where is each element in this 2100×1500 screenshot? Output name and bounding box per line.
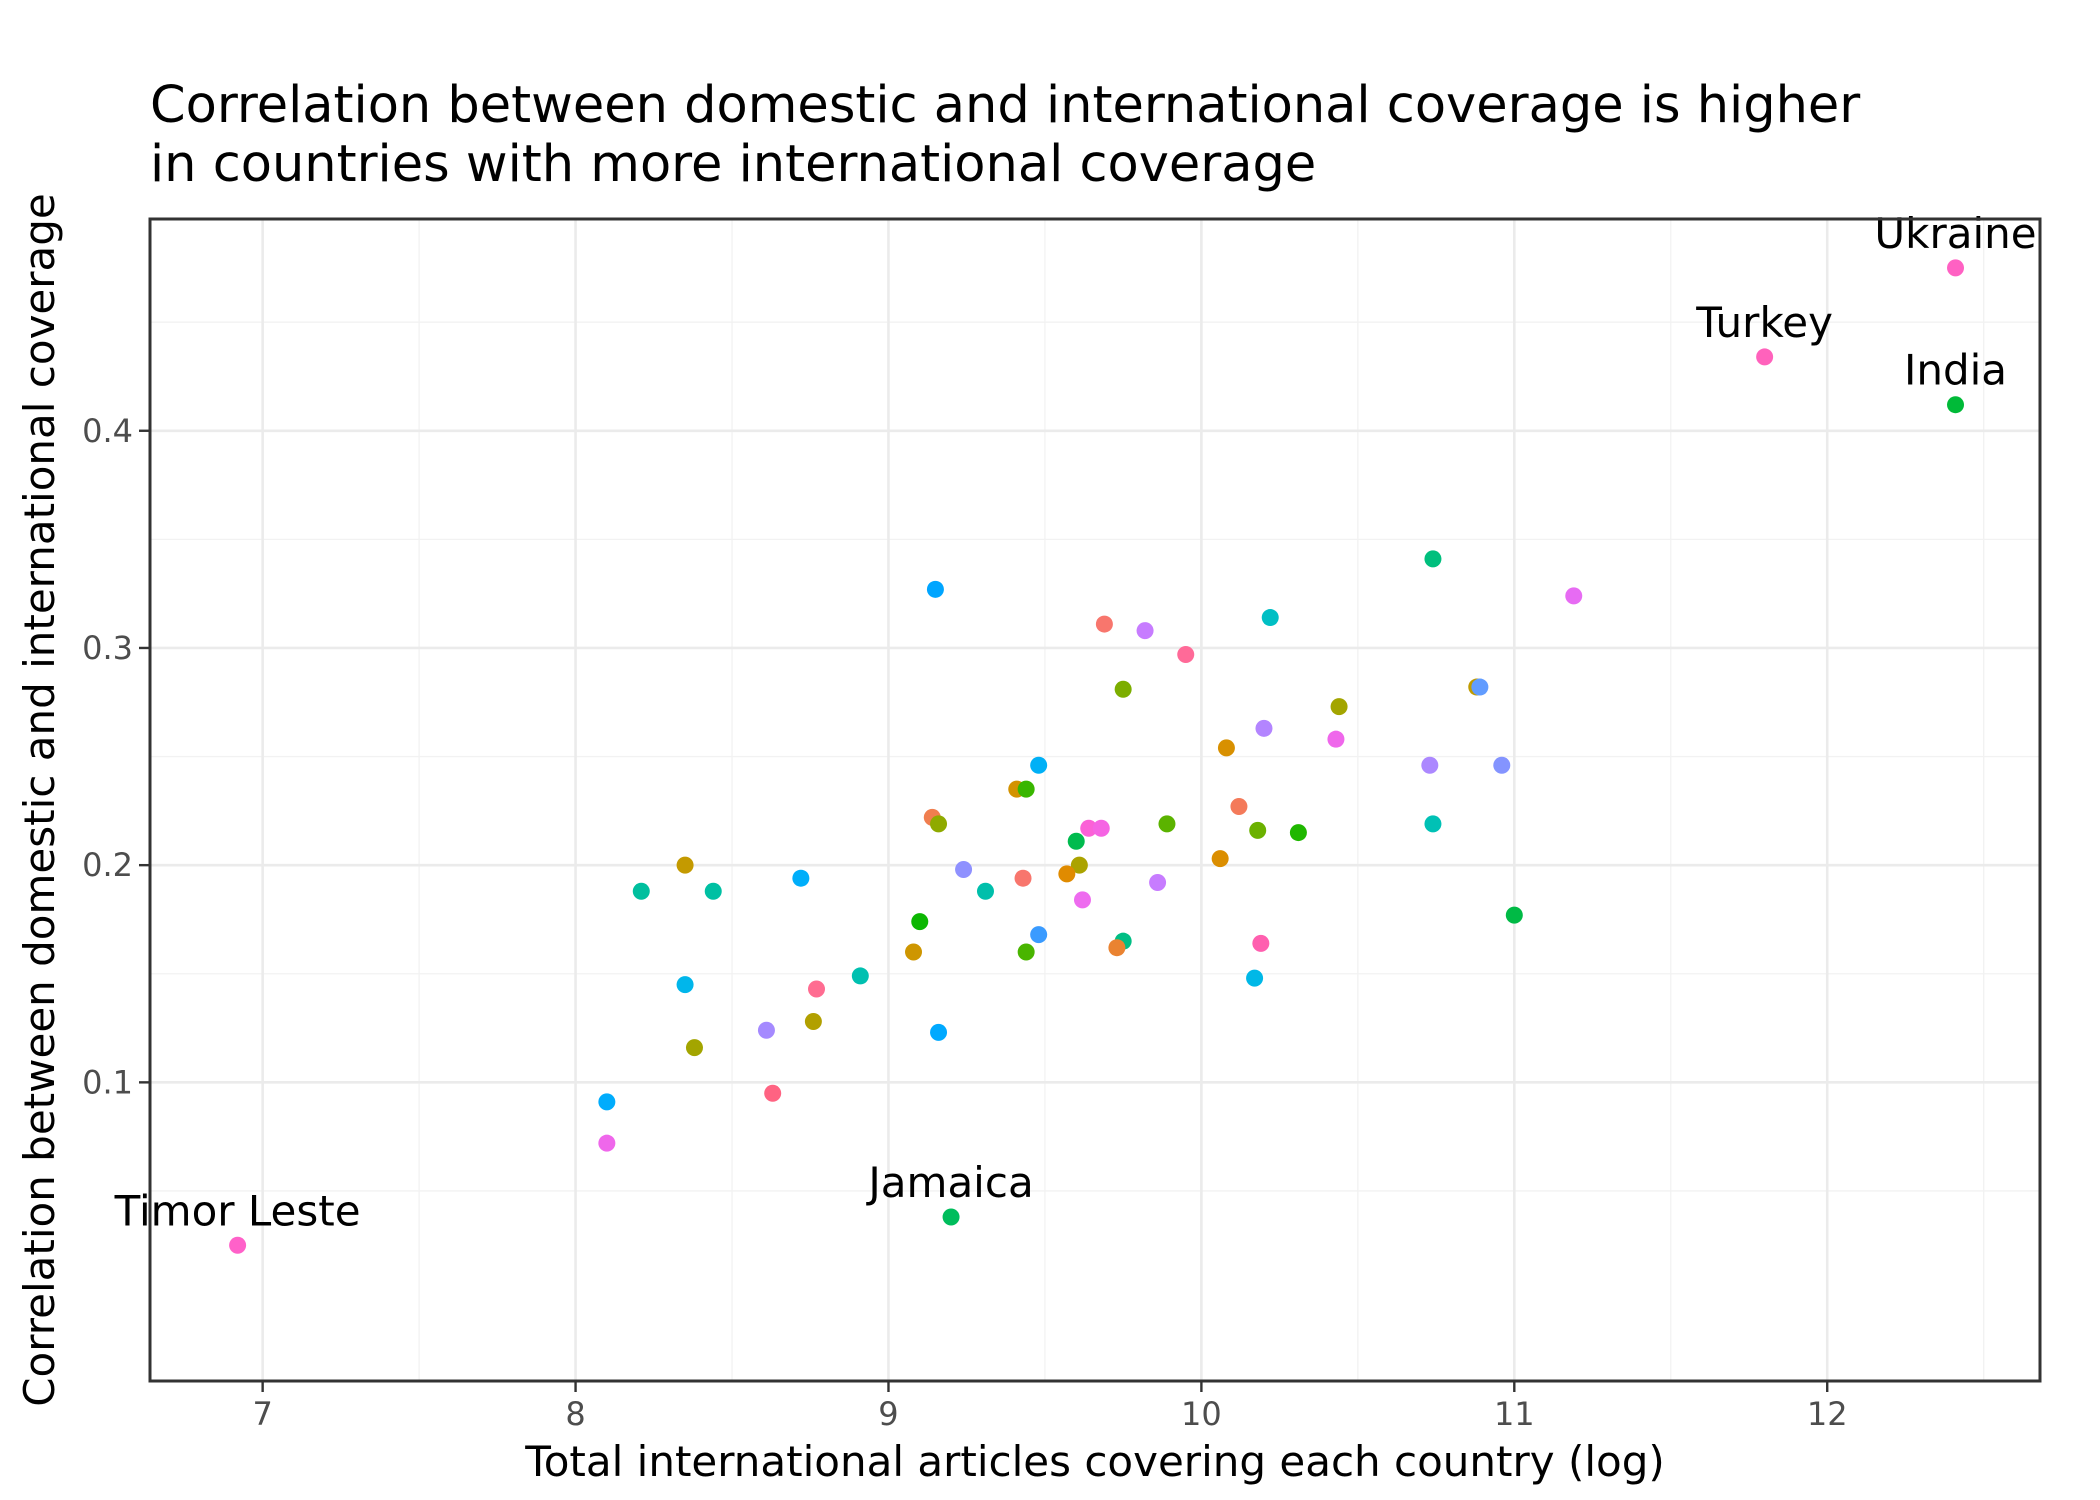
scatter-point — [804, 1013, 822, 1031]
scatter-point — [1249, 821, 1267, 839]
scatter-point — [598, 1093, 616, 1111]
scatter-point — [1108, 939, 1126, 957]
scatter-point — [1493, 756, 1511, 774]
scatter-point — [1017, 780, 1035, 798]
scatter-point-labeled — [1756, 348, 1774, 366]
y-axis-title: Correlation between domestic and interna… — [15, 193, 64, 1407]
scatter-point-labeled — [229, 1236, 247, 1254]
scatter-point — [1080, 819, 1098, 837]
point-labels: Ukraine Turkey India Jamaica Timor Leste — [114, 209, 2037, 1235]
plot-panel-border — [148, 217, 2042, 1383]
scatter-point — [757, 1021, 775, 1039]
scatter-point — [1424, 815, 1442, 833]
scatter-point-labeled — [942, 1208, 960, 1226]
scatter-point — [1114, 680, 1132, 698]
scatter-point — [1327, 730, 1345, 748]
x-tick-label: 8 — [565, 1395, 585, 1433]
scatter-point — [1565, 587, 1583, 605]
scatter-point — [1158, 815, 1176, 833]
point-label: India — [1904, 346, 2007, 395]
scatter-point — [1330, 698, 1348, 716]
scatter-point — [1030, 926, 1048, 944]
scatter-point — [926, 580, 944, 598]
point-label: Ukraine — [1874, 209, 2036, 258]
scatter-point — [930, 815, 948, 833]
y-tick-label: 0.1 — [82, 1063, 133, 1101]
scatter-point — [1092, 819, 1110, 837]
scatter-point — [1289, 824, 1307, 842]
scatter-point — [851, 967, 869, 985]
scatter-point — [1014, 869, 1032, 887]
scatter-point — [955, 861, 973, 879]
scatter-point — [1095, 615, 1113, 633]
scatter-point — [1070, 856, 1088, 874]
scatter-point — [1017, 943, 1035, 961]
data-points — [229, 259, 1965, 1254]
scatter-point — [905, 943, 923, 961]
scatter-point-labeled — [1947, 396, 1965, 414]
major-gridlines — [150, 219, 2040, 1381]
scatter-point — [1424, 550, 1442, 568]
y-tick-label: 0.2 — [82, 846, 133, 884]
x-axis-title: Total international articles covering ea… — [524, 1437, 1665, 1486]
scatter-point — [1067, 832, 1085, 850]
scatter-point — [1217, 739, 1235, 757]
scatter-point — [1149, 874, 1167, 892]
x-tick-label: 11 — [1494, 1395, 1535, 1433]
x-tick-label: 12 — [1807, 1395, 1848, 1433]
scatter-point — [930, 1023, 948, 1041]
chart-title-line-1: Correlation between domestic and interna… — [150, 76, 1860, 135]
y-axis-ticks: 0.1 0.2 0.3 0.4 — [82, 412, 150, 1101]
scatter-point — [1252, 934, 1270, 952]
scatter-point — [1255, 719, 1273, 737]
scatter-point — [808, 980, 826, 998]
scatter-point — [1073, 891, 1091, 909]
scatter-point — [1471, 678, 1489, 696]
minor-gridlines — [150, 219, 2040, 1381]
scatter-point — [1246, 969, 1264, 987]
scatter-point — [792, 869, 810, 887]
scatter-point — [685, 1039, 703, 1057]
scatter-point — [632, 882, 650, 900]
x-tick-label: 9 — [878, 1395, 898, 1433]
chart-title-line-2: in countries with more international cov… — [150, 135, 1316, 194]
scatter-point — [1505, 906, 1523, 924]
y-tick-label: 0.4 — [82, 412, 133, 450]
scatter-point — [704, 882, 722, 900]
scatter-point — [1230, 798, 1248, 816]
point-label: Jamaica — [865, 1158, 1033, 1207]
scatter-point — [1030, 756, 1048, 774]
scatter-point — [1421, 756, 1439, 774]
scatter-point — [1211, 850, 1229, 868]
chart-title: Correlation between domestic and interna… — [150, 76, 1860, 194]
scatter-point — [911, 913, 929, 931]
scatter-point — [764, 1084, 782, 1102]
scatter-point-labeled — [1947, 259, 1965, 277]
scatter-point — [1136, 622, 1154, 640]
point-label: Turkey — [1695, 298, 1833, 347]
scatter-point — [676, 856, 694, 874]
x-tick-label: 7 — [252, 1395, 272, 1433]
point-label: Timor Leste — [114, 1186, 361, 1235]
scatter-point — [976, 882, 994, 900]
x-tick-label: 10 — [1181, 1395, 1222, 1433]
scatter-point — [598, 1134, 616, 1152]
scatter-point — [1261, 609, 1279, 627]
y-tick-label: 0.3 — [82, 629, 133, 667]
scatter-point — [1177, 645, 1195, 663]
scatter-point — [676, 976, 694, 994]
x-axis-ticks: 7 8 9 10 11 12 — [252, 1381, 1848, 1433]
scatter-point — [1058, 865, 1076, 883]
